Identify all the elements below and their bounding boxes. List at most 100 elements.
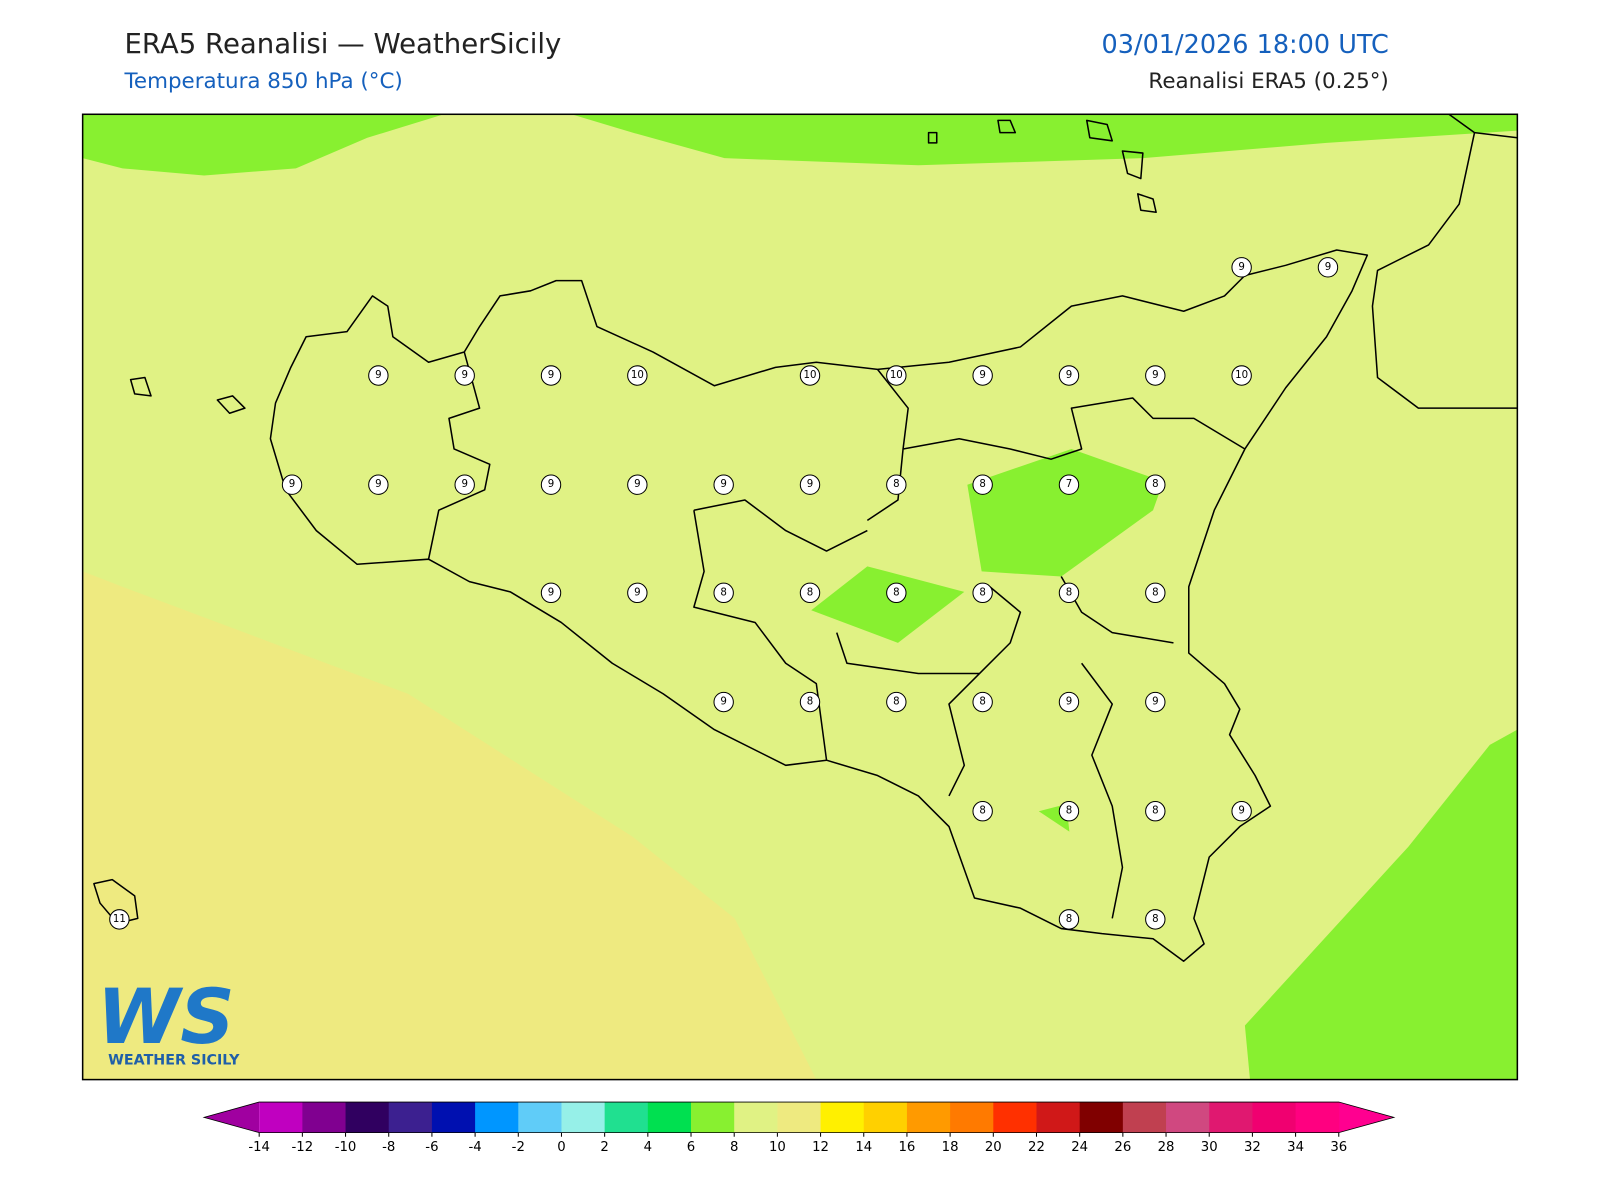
station-marker [109, 909, 130, 930]
station-value: 9 [289, 479, 295, 490]
logo: WS WEATHER SICILY [97, 973, 240, 1068]
colorbar-tick-label: 0 [557, 1140, 565, 1155]
station-value: 9 [548, 587, 554, 598]
calabria [1371, 114, 1518, 409]
station-value: 10 [890, 370, 903, 381]
station-marker [886, 582, 907, 604]
station-value: 9 [634, 587, 640, 598]
station-marker [886, 691, 907, 713]
station-value: 8 [1066, 806, 1072, 817]
station-value: 9 [548, 370, 554, 381]
colorbar-box [345, 1102, 390, 1133]
station-value: 8 [1152, 587, 1158, 598]
station-marker [1145, 909, 1166, 930]
station-value: 8 [893, 587, 899, 598]
station-marker [1058, 582, 1080, 604]
colorbar-box [259, 1102, 303, 1133]
colorbar-box [302, 1102, 347, 1133]
colorbar-box [561, 1102, 606, 1133]
station-value: 9 [1238, 806, 1244, 817]
source: Reanalisi ERA5 (0.25°) [1148, 69, 1388, 94]
colorbar-tick-label: -12 [292, 1140, 314, 1155]
colorbar-tick-label: 36 [1330, 1140, 1347, 1155]
station-marker [368, 474, 389, 495]
map-frame [81, 113, 1519, 1081]
station-marker [799, 474, 821, 495]
station-marker [713, 474, 734, 495]
station-value: 8 [893, 479, 899, 490]
map: 9 9 9 9 9 10 10 10 9 9 9 10 9 9 9 9 9 9 9 8 8 7 8 9 9 8 8 8 8 8 8 9 8 8 8 9… [81, 113, 1519, 1081]
station-marker [972, 801, 993, 822]
station-marker [1058, 474, 1080, 495]
station-marker [1058, 909, 1080, 930]
field-6-8 [967, 448, 1164, 577]
coastline [269, 249, 1369, 962]
station-value: 9 [375, 370, 381, 381]
islands [93, 119, 1157, 925]
station-value: 9 [1152, 370, 1158, 381]
colorbar-tick-label: -2 [512, 1140, 525, 1155]
station-marker [1145, 474, 1166, 495]
colorbar-box [475, 1102, 519, 1133]
colorbar-box [906, 1102, 951, 1133]
borders [427, 351, 1246, 919]
colorbar-box [777, 1102, 822, 1133]
logo-mark: WS [97, 973, 235, 1061]
station-value: 10 [804, 370, 817, 381]
station-value: 9 [979, 370, 985, 381]
title: ERA5 Reanalisi — WeatherSicily [124, 28, 561, 60]
station-marker [1317, 257, 1339, 278]
station-value: 9 [634, 479, 640, 490]
colorbar-box [388, 1102, 433, 1133]
colorbar-tick-label: -8 [382, 1140, 395, 1155]
station-value: 9 [1066, 370, 1072, 381]
datetime: 03/01/2026 18:00 UTC [1102, 30, 1389, 60]
station-value: 9 [1325, 262, 1331, 273]
station-marker [799, 691, 821, 713]
station-marker [368, 365, 389, 386]
station-value: 9 [461, 370, 467, 381]
station-value: 8 [979, 587, 985, 598]
station-marker [1145, 801, 1166, 822]
station-value: 10 [1235, 370, 1248, 381]
station-marker [972, 474, 993, 495]
colorbar-tick-label: 2 [600, 1140, 608, 1155]
logo-text: WEATHER SICILY [108, 1052, 240, 1068]
colorbar-box [950, 1102, 994, 1133]
subtitle: Temperatura 850 hPa (°C) [123, 69, 402, 94]
colorbar-tick-label: 24 [1071, 1140, 1088, 1155]
station-marker [1145, 582, 1166, 604]
colorbar-box [1295, 1102, 1340, 1133]
colorbar-box [863, 1102, 908, 1133]
station-marker [627, 365, 648, 386]
station-marker [799, 582, 821, 604]
colorbar-box [820, 1102, 865, 1133]
colorbar-box [691, 1102, 735, 1133]
colorbar-extend-high [1338, 1102, 1394, 1133]
station-value: 8 [1152, 806, 1158, 817]
station-value: 9 [720, 697, 726, 708]
station-value: 9 [375, 479, 381, 490]
station-value: 8 [893, 697, 899, 708]
station-marker [1145, 691, 1166, 713]
colorbar-tick-label: 34 [1287, 1140, 1304, 1155]
station-marker [1145, 365, 1166, 386]
colorbar-tick-label: 10 [769, 1140, 786, 1155]
colorbar-box [647, 1102, 692, 1133]
colorbar-tick-label: 16 [899, 1140, 916, 1155]
station-marker [886, 474, 907, 495]
field-6-8 [811, 566, 965, 643]
station-value: 8 [979, 479, 985, 490]
station-marker [972, 365, 993, 386]
colorbar-box [1166, 1102, 1210, 1133]
station-marker [627, 582, 648, 604]
station-value: 9 [720, 479, 726, 490]
field-6-8 [1244, 729, 1518, 1080]
station-value: 11 [113, 914, 126, 925]
colorbar: -14 -12 -10 -8 -6 -4 -2 0 2 4 6 8 10 12 14 16 18 20 22 24 26… [202, 1101, 1396, 1155]
colorbar-tick-label: 26 [1114, 1140, 1131, 1155]
field-10-12 [82, 571, 817, 1080]
station-value: 8 [1152, 914, 1158, 925]
station-marker [1058, 691, 1080, 713]
